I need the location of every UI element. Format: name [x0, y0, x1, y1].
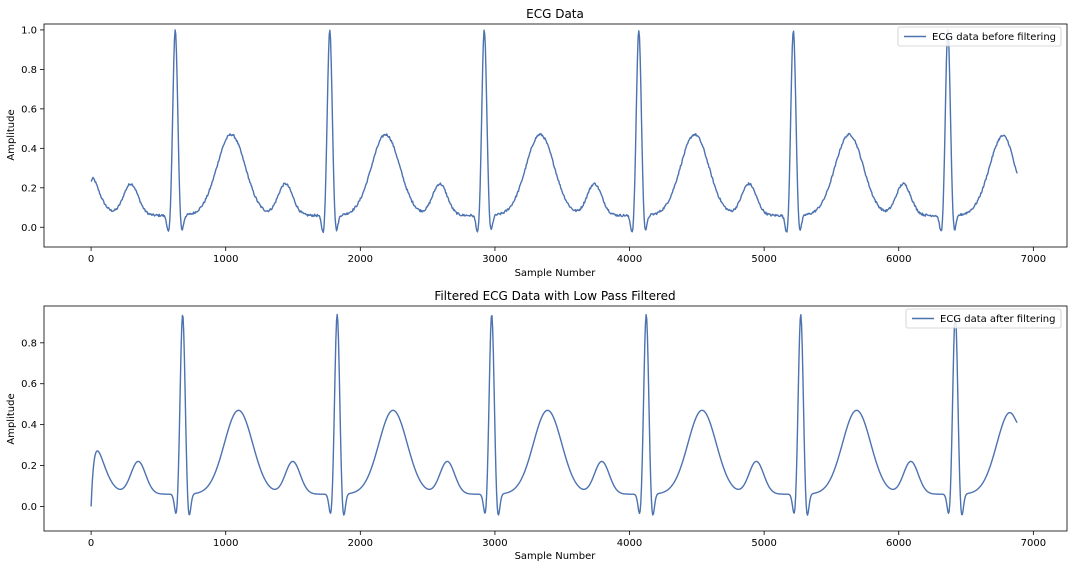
- x-tick-label: 2000: [348, 538, 373, 549]
- y-tick-label: 0.0: [21, 223, 37, 234]
- x-tick-label: 6000: [886, 538, 911, 549]
- x-tick-label: 4000: [617, 538, 642, 549]
- chart-bottom-x-ticks: 0 1000 2000 3000 4000 5000 6000 7000: [88, 531, 1046, 549]
- x-tick-label: 7000: [1021, 254, 1046, 265]
- chart-top-plot-frame: [43, 23, 1068, 248]
- x-tick-label: 7000: [1021, 538, 1046, 549]
- y-tick-label: 0.2: [21, 183, 37, 194]
- x-tick-label: 5000: [751, 538, 776, 549]
- y-tick-label: 0.2: [21, 461, 37, 472]
- chart-top-legend: ECG data before filtering: [897, 26, 1062, 47]
- y-tick-label: 0.8: [21, 338, 37, 349]
- chart-top-y-ticks: 0.0 0.2 0.4 0.6 0.8 1.0: [21, 25, 44, 234]
- x-tick-label: 3000: [482, 538, 507, 549]
- chart-bottom: Filtered ECG Data with Low Pass Filtered…: [6, 289, 1068, 562]
- x-tick-label: 0: [88, 254, 94, 265]
- y-tick-label: 0.8: [21, 65, 37, 76]
- chart-bottom-ylabel: Amplitude: [6, 393, 17, 444]
- chart-top-x-ticks: 0 1000 2000 3000 4000 5000 6000 7000: [88, 247, 1046, 265]
- chart-top-legend-label: ECG data before filtering: [932, 32, 1056, 43]
- y-tick-label: 0.4: [21, 144, 37, 155]
- x-tick-label: 3000: [482, 254, 507, 265]
- chart-bottom-plot-frame: [43, 305, 1068, 532]
- y-tick-label: 0.4: [21, 420, 37, 431]
- chart-bottom-legend: ECG data after filtering: [905, 308, 1062, 329]
- chart-top-series-line: [90, 28, 1018, 234]
- chart-bottom-series-line: [90, 313, 1018, 516]
- x-tick-label: 0: [88, 538, 94, 549]
- chart-bottom-title: Filtered ECG Data with Low Pass Filtered: [434, 289, 675, 303]
- x-tick-label: 6000: [886, 254, 911, 265]
- chart-top-ylabel: Amplitude: [6, 109, 17, 160]
- chart-top-legend-box: [897, 26, 1062, 47]
- chart-bottom-xlabel: Sample Number: [515, 551, 597, 562]
- x-tick-label: 4000: [617, 254, 642, 265]
- chart-bottom-legend-box: [905, 308, 1062, 329]
- y-tick-label: 1.0: [21, 25, 37, 36]
- chart-bottom-y-ticks: 0.0 0.2 0.4 0.6 0.8: [21, 338, 44, 513]
- chart-top-title: ECG Data: [526, 7, 584, 21]
- chart-top-xlabel: Sample Number: [515, 268, 597, 279]
- x-tick-label: 1000: [213, 538, 238, 549]
- x-tick-label: 1000: [213, 254, 238, 265]
- x-tick-label: 5000: [751, 254, 776, 265]
- y-tick-label: 0.0: [21, 502, 37, 513]
- x-tick-label: 2000: [348, 254, 373, 265]
- y-tick-label: 0.6: [21, 104, 37, 115]
- chart-top: ECG Data 0.0 0.2 0.4 0.6 0.8 1.0 0 1000 2000 300…: [6, 7, 1068, 279]
- chart-bottom-legend-label: ECG data after filtering: [940, 314, 1056, 325]
- y-tick-label: 0.6: [21, 379, 37, 390]
